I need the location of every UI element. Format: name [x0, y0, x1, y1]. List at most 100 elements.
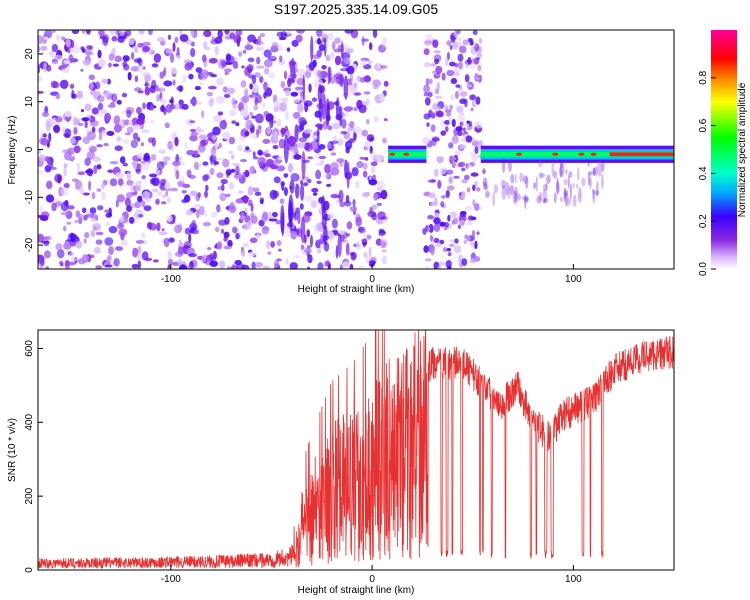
spectrogram-cell: [346, 65, 355, 75]
spectrogram-cell: [428, 192, 436, 199]
spectrogram-cell: [144, 239, 148, 245]
spectrogram-cell: [228, 136, 236, 145]
spectrogram-cell: [98, 132, 103, 141]
spectrogram-cell: [469, 242, 476, 246]
signal-peak: [552, 152, 559, 156]
spectrogram-cell: [346, 221, 353, 230]
colorbar-label: Normalized spectral amplitude: [737, 82, 748, 217]
spectrogram-cell: [141, 129, 150, 134]
spectrogram-cell: [76, 90, 84, 99]
spectrogram-cell: [166, 215, 173, 223]
spectrogram-cell: [220, 178, 228, 185]
spectrogram-cell: [118, 120, 124, 127]
spectrogram-cell: [440, 130, 447, 136]
spectrogram-cell: [370, 161, 378, 167]
spectrogram-cell: [470, 107, 474, 112]
spectrogram-cell: [127, 71, 132, 81]
spectrogram-cell: [509, 184, 515, 196]
spectrogram-cell: [219, 260, 226, 269]
spectrogram-cell: [524, 197, 529, 203]
spectrogram-cell: [156, 169, 161, 175]
spectrogram-cell: [77, 171, 86, 176]
spectrogram-cell: [303, 182, 309, 186]
spectrogram-cell: [181, 189, 187, 194]
spectrogram-cell: [188, 233, 192, 243]
spectrogram-cell: [82, 136, 90, 145]
spectrogram-cell: [216, 172, 224, 179]
spectrogram-cell: [167, 250, 173, 260]
spectrogram-cell: [545, 182, 548, 191]
spectrogram-cell: [136, 152, 145, 160]
spectrogram-cell: [514, 186, 518, 202]
spectrogram-cell: [242, 95, 250, 104]
spectrogram-cell: [587, 161, 590, 167]
spectrogram-cell: [255, 261, 263, 268]
spectrogram-cell: [280, 127, 286, 135]
spectrogram-cell: [325, 174, 330, 178]
spectrogram-ytick-label: 0: [24, 146, 35, 152]
spectrogram-cell: [115, 246, 124, 251]
spectrogram-cell: [128, 36, 135, 46]
spectrogram-cell: [343, 57, 352, 65]
spectrogram-cell: [372, 30, 378, 39]
spectrogram-cell: [134, 75, 139, 83]
spectrogram-cell: [116, 194, 125, 203]
spectrogram-cell: [361, 129, 368, 137]
spectrogram-cell: [185, 265, 194, 269]
spectrogram-cell: [454, 238, 459, 244]
spectrogram-cell: [53, 124, 61, 134]
spectrogram-cell: [447, 252, 452, 257]
spectrogram-cell: [474, 146, 479, 155]
spectrogram-cell: [312, 192, 318, 196]
spectrogram-cell: [169, 187, 179, 192]
spectrogram-cell: [168, 237, 175, 243]
spectrogram-cell: [452, 41, 458, 50]
spectrogram-cell: [200, 69, 209, 80]
spectrogram-cell: [304, 142, 313, 152]
spectrogram-cell: [471, 154, 478, 162]
spectrogram-cell: [337, 234, 342, 258]
spectrogram-cell: [126, 170, 132, 181]
spectrogram-cell: [505, 181, 509, 196]
spectrogram-cell: [113, 258, 120, 267]
spectrogram-cell: [445, 169, 454, 175]
spectrogram-cell: [158, 149, 166, 154]
spectrogram-cell: [437, 179, 442, 189]
spectrogram-cell: [264, 153, 271, 158]
spectrogram-cell: [38, 233, 45, 243]
spectrogram-cell: [195, 126, 202, 134]
spectrogram-cell: [144, 74, 152, 82]
spectrogram-cell: [273, 260, 280, 268]
spectrogram-cell: [244, 169, 250, 178]
spectrogram-cell: [565, 168, 568, 175]
spectrogram-cell: [107, 104, 116, 108]
spectrogram-cell: [446, 247, 452, 252]
spectrogram-cell: [222, 131, 231, 140]
spectrogram-cell: [189, 134, 198, 142]
snr-ytick-label: 400: [24, 414, 35, 431]
spectrogram-cell: [278, 138, 286, 149]
spectrogram-cell: [472, 184, 476, 192]
spectrogram-cell: [342, 261, 350, 269]
spectrogram-cell: [69, 83, 75, 89]
spectrogram-cell: [318, 98, 323, 122]
spectrogram-cell: [43, 62, 48, 73]
spectrogram-cell: [546, 174, 551, 184]
spectrogram-cell: [371, 204, 378, 210]
spectrogram-cell: [581, 177, 586, 187]
spectrogram-cell: [459, 91, 468, 97]
spectrogram-cell: [478, 206, 483, 211]
spectrogram-cell: [559, 166, 563, 178]
spectrogram-cell: [368, 42, 373, 51]
snr-ytick-label: 200: [24, 487, 35, 504]
spectrogram-cell: [593, 167, 596, 177]
spectrogram-cell: [474, 43, 480, 52]
spectrogram-cell: [245, 119, 253, 129]
spectrogram-cell: [180, 175, 185, 184]
spectrogram-cell: [144, 79, 149, 89]
spectrogram-cell: [471, 229, 476, 239]
spectrogram-cell: [383, 80, 389, 87]
snr-ytick-label: 600: [24, 340, 35, 357]
spectrogram-cell: [321, 64, 327, 70]
spectrogram-cell: [450, 77, 458, 85]
